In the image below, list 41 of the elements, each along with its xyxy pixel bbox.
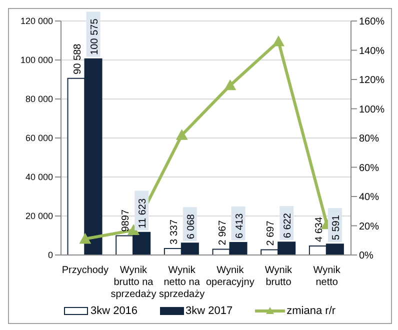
y2-tick-label: 100% <box>359 104 385 116</box>
legend-label: 3kw 2016 <box>90 305 138 317</box>
y2-tick-label: 0% <box>359 250 374 262</box>
data-label: 100 575 <box>89 18 100 55</box>
y2-tick-label: 60% <box>359 162 380 174</box>
x-tick-label: Wynik brutto <box>264 265 294 288</box>
y2-tick-label: 80% <box>359 134 380 145</box>
y2-tick-label: 160% <box>359 16 385 28</box>
point <box>176 129 188 140</box>
x-tick-label: Przychody <box>62 265 109 276</box>
legend-label: 3kw 2017 <box>186 305 233 317</box>
y-tick-label: 20 000 <box>25 211 53 222</box>
y-tick-label: 120 000 <box>20 16 53 26</box>
y-tick-label: 80 000 <box>25 94 53 104</box>
data-label: 4 634 <box>314 216 325 242</box>
data-label: 90 588 <box>72 43 84 74</box>
data-label: 9897 <box>120 209 132 232</box>
point <box>79 232 92 244</box>
data-label: 5 591 <box>330 214 342 240</box>
y2-tick-label: 20% <box>359 221 380 232</box>
data-label: 11 623 <box>138 198 149 228</box>
x-tick-label: Wynik netto na sprzedaży <box>159 265 205 300</box>
y2-tick-label: 40% <box>359 192 380 204</box>
point <box>272 35 284 46</box>
data-label: 6 622 <box>282 212 294 238</box>
x-tick-label: Wynik brutto na sprzedaży <box>110 265 156 300</box>
x-tick-label: Wynik operacyjny <box>206 265 254 288</box>
x-tick-label: Wynik netto <box>313 265 342 288</box>
data-label: 6 068 <box>186 214 197 240</box>
y-tick-label: 40 000 <box>25 172 53 182</box>
data-label: 3 337 <box>168 219 180 244</box>
y-tick-label: 100 000 <box>20 55 53 66</box>
y2-tick-label: 140% <box>359 46 385 57</box>
legend-label: zmiana r/r <box>286 305 336 317</box>
y-tick-label: 60 000 <box>25 133 53 144</box>
y2-tick-label: 120% <box>359 75 385 86</box>
data-label: 6 413 <box>234 213 246 238</box>
point <box>224 79 236 90</box>
data-label: 2 697 <box>266 220 277 246</box>
y-tick-label: 0 <box>48 250 53 260</box>
data-label: 2 967 <box>217 220 228 246</box>
